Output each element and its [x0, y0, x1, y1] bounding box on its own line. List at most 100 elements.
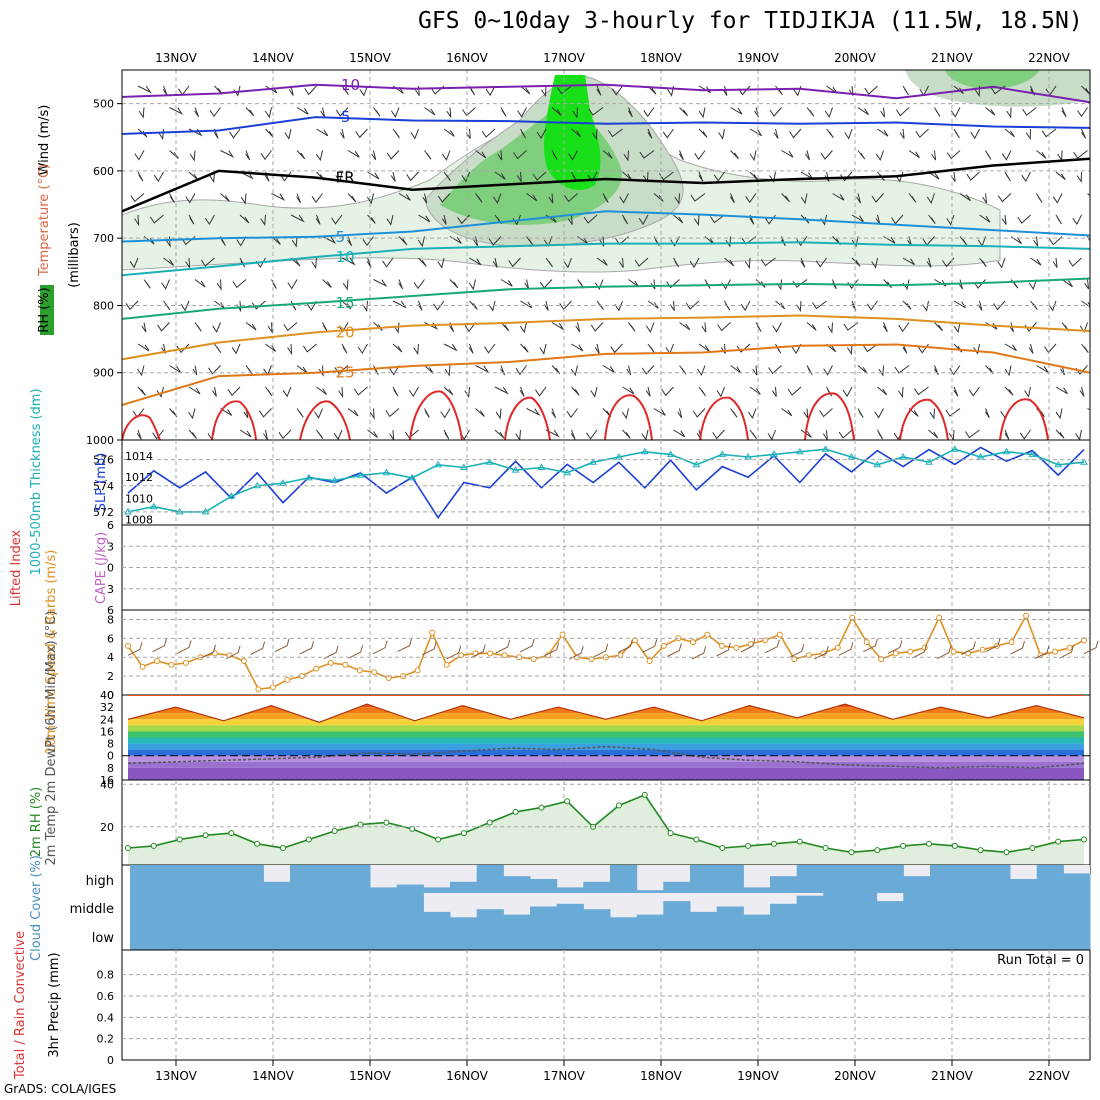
- ua-ytick-label: 1000: [86, 434, 114, 447]
- wind-barb: [520, 85, 531, 95]
- wind-barb: [826, 343, 837, 353]
- wind-barb: [513, 150, 527, 160]
- cloud-bar-middle: [583, 909, 611, 920]
- wind-barb: [267, 322, 273, 334]
- wind-barb: [602, 365, 615, 373]
- wind-barb: [220, 236, 226, 246]
- temp-ytick: 16: [100, 774, 114, 787]
- wind-barb: [815, 257, 827, 268]
- wind-barb: [545, 257, 553, 268]
- 2m-rh-marker: [822, 845, 829, 851]
- cloud-bar-high: [983, 865, 1011, 893]
- wind-barb: [862, 343, 878, 353]
- wind-barb: [590, 386, 598, 398]
- wind-barb: [1087, 193, 1090, 197]
- thickness-marker: [692, 460, 701, 468]
- wind-barb: [194, 107, 200, 118]
- wind-barb: [311, 193, 323, 204]
- wind-barb: [1081, 128, 1087, 139]
- wind-barb: [1079, 386, 1085, 397]
- wind-barb: [953, 322, 961, 334]
- wind-barb: [997, 257, 1006, 269]
- wind-barb: [993, 300, 1006, 311]
- wind-barb: [689, 257, 700, 269]
- wind-barb: [877, 128, 889, 137]
- cloud-bar-high: [956, 865, 984, 893]
- wind-barb: [623, 150, 629, 162]
- wind-barb: [645, 386, 651, 397]
- surface-wind-barb: [372, 640, 388, 655]
- wind-barb: [291, 236, 298, 248]
- 10m-wind-marker: [487, 650, 494, 657]
- 10m-wind-marker: [429, 629, 436, 636]
- wind-barb: [745, 193, 757, 204]
- wind-barb: [749, 128, 762, 137]
- wind-barb: [408, 386, 419, 398]
- wind-barb: [698, 343, 710, 352]
- wind-barb: [475, 150, 487, 159]
- wind-barb: [539, 279, 553, 289]
- 2m-rh-marker: [770, 840, 777, 847]
- 10m-wind-marker: [240, 658, 247, 664]
- wind-barb: [594, 343, 600, 354]
- surface-wind-barb: [225, 645, 241, 660]
- cloud-bar-middle: [343, 893, 371, 920]
- wind-barb: [899, 128, 905, 139]
- 10m-wind-ytick: 0: [107, 689, 114, 702]
- wind-barb: [473, 236, 479, 247]
- surface-wind-barb: [446, 645, 462, 660]
- thickness-ytick: 576: [93, 454, 114, 467]
- wind-barb: [366, 193, 374, 205]
- cloud-bar-middle: [503, 914, 531, 920]
- precip-ytick: 0.4: [97, 1011, 115, 1024]
- wind-barb: [494, 171, 506, 180]
- wind-barb: [840, 171, 853, 182]
- cloud-bar-low: [316, 920, 344, 950]
- wind-barb: [1061, 107, 1067, 118]
- temp-ytick: 32: [100, 701, 114, 714]
- wind-barb: [997, 193, 1012, 203]
- slp-ytick: 1012: [125, 471, 153, 484]
- wind-barb: [464, 386, 470, 399]
- wind-barb: [694, 150, 706, 161]
- wind-barb: [610, 343, 623, 354]
- wind-barb: [1075, 429, 1082, 440]
- wind-barb: [446, 107, 452, 118]
- wind-barb: [1017, 214, 1031, 224]
- wind-barb: [355, 128, 368, 139]
- wind-barb: [519, 322, 527, 334]
- wind-barb: [643, 107, 655, 118]
- cloud-bar-low: [530, 920, 558, 950]
- contour-label-20: 20: [336, 323, 355, 341]
- temp-band: [128, 725, 1084, 732]
- 2m-rh-marker: [305, 836, 312, 843]
- temp-ytick: 8: [107, 762, 114, 775]
- thickness-marker: [1002, 447, 1011, 455]
- wind-barb: [946, 150, 961, 160]
- 2m-rh-marker: [1081, 836, 1087, 843]
- ua-ylabel-temp: Temperature (°C): [37, 164, 52, 277]
- 10m-wind-ytick: 6: [107, 632, 114, 645]
- 10m-wind-marker: [168, 661, 175, 668]
- cloud-bar-middle: [450, 917, 478, 920]
- temp-mask: [128, 696, 1084, 723]
- thickness-ylabel: 1000-500mb Thickness (dm): [29, 388, 44, 575]
- surface-wind-barb: [789, 644, 805, 658]
- 10m-wind-marker: [443, 661, 450, 668]
- wind-barb: [296, 193, 302, 204]
- li-ytick: 6: [107, 519, 114, 532]
- wind-barb: [189, 150, 196, 162]
- cloud-bar-low: [903, 920, 931, 950]
- wind-barb: [673, 214, 684, 224]
- date-label-bottom: 14NOV: [252, 1069, 294, 1083]
- contour-label-15: 15: [336, 294, 355, 312]
- 10m-wind-marker: [1081, 637, 1087, 644]
- cloud-bar-middle: [130, 893, 158, 920]
- wind-barb: [424, 365, 434, 374]
- date-label-bottom: 15NOV: [349, 1069, 391, 1083]
- surface-wind-barb: [765, 639, 780, 654]
- wind-barb: [768, 365, 782, 375]
- wind-barb: [1087, 236, 1090, 242]
- 2m-rh-marker: [228, 830, 235, 837]
- wind-barb: [1055, 386, 1068, 395]
